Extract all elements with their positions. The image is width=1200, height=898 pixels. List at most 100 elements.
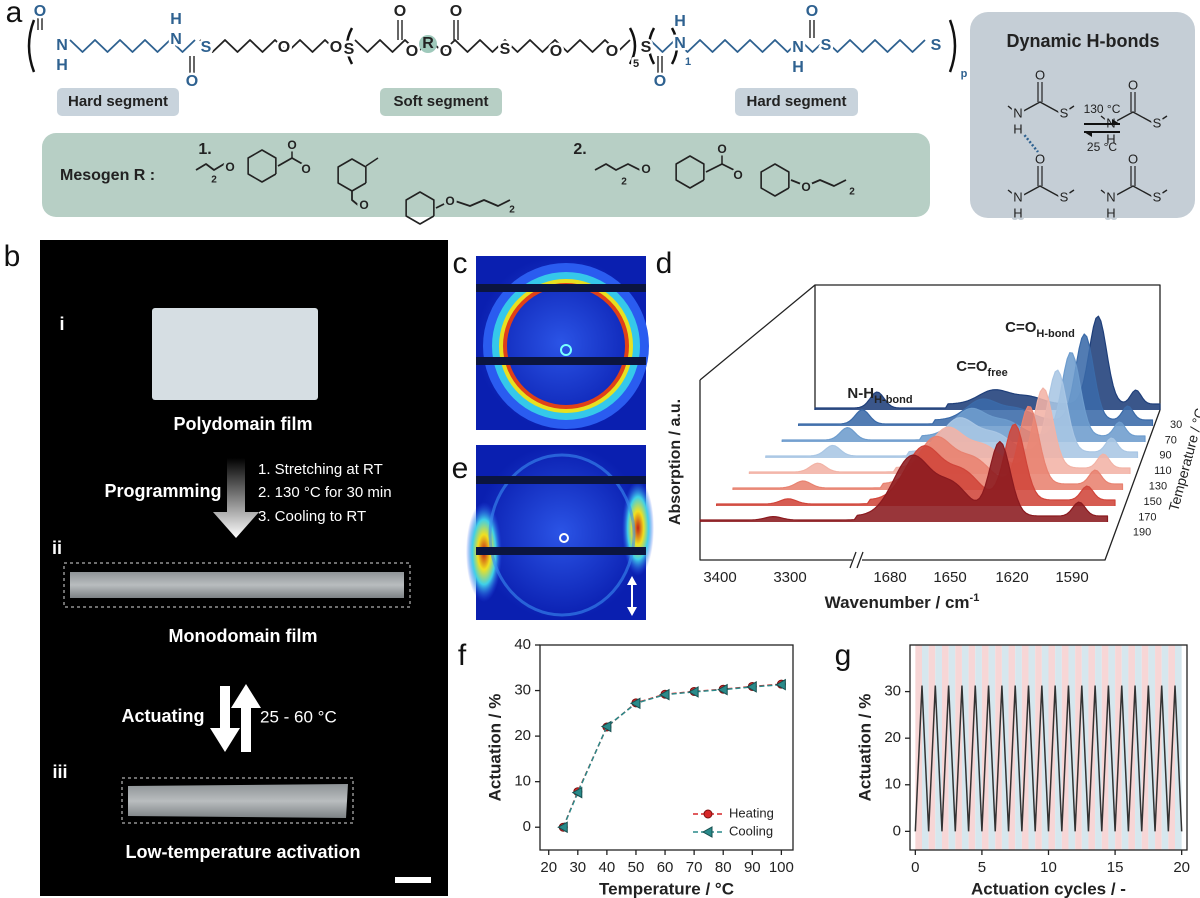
atom-label: S [344,41,355,58]
beam-stop [476,284,646,292]
z-tick-label: 190 [1133,527,1151,539]
hbond-atom: N [1013,189,1022,204]
axis-break [856,551,864,569]
legend-label: Cooling [729,823,773,838]
z-tick-label: 170 [1138,511,1156,523]
photo-label: Actuating [122,706,205,726]
beam-stop [476,357,646,365]
segment-label: Hard segment [68,93,168,110]
xrd-arc [622,480,654,576]
peak-label: C=OH-bond [1005,319,1075,340]
hbond-atom: O [1035,67,1045,82]
mesogen-atom: 2 [849,187,855,198]
mesogen-marker [419,35,437,53]
bracket [670,27,679,65]
arrow-label: 25 °C [1087,140,1117,154]
arrow-head [1112,119,1120,124]
arrow-label: 130 °C [1084,102,1121,116]
beam-stop [476,476,646,484]
atom-label: S [500,41,511,58]
segment-box [57,88,179,116]
photo-label: Low-temperature activation [125,842,360,862]
x-tick-label: 20 [1173,859,1190,876]
bracket [345,27,354,65]
atom-label: S [931,37,942,54]
atom-label: O [394,3,406,20]
z-tick-label: 150 [1144,496,1162,508]
backbone [199,39,339,53]
hbond-atom: O [1128,77,1138,92]
arrow-up [231,684,261,752]
marker [571,786,583,799]
hbond-title: Dynamic H-bonds [1006,31,1159,51]
mesogen-item: 1. [198,141,211,158]
y-axis-label: Absorption / a.u. [667,399,684,525]
atom-label: 5 [633,58,639,70]
atom-label: H [170,11,182,28]
mesogen-atom: O [641,162,650,176]
z-tick-label: 130 [1149,481,1167,493]
x-tick-label: 3400 [703,569,736,586]
hbond-atom: S [1153,115,1162,130]
mesogen-atom: 2 [621,177,627,188]
photo-label: 25 - 60 °C [260,707,337,726]
beam-stop [476,547,646,555]
text-sub: H-bond [874,394,912,406]
axis-wall [814,284,1161,410]
atom-label: R [422,35,434,52]
backbone [649,39,926,53]
marker [659,688,670,701]
ring [247,149,277,183]
hbond-atom: S [1060,105,1069,120]
mesogen-item: 2. [573,141,586,158]
axis-wall [699,284,816,381]
panel-label: d [656,247,673,280]
photo-label: iii [52,762,67,782]
mesogen-atom: O [359,198,368,212]
panel-label: f [458,639,467,672]
backbone [69,39,196,53]
bond [1100,189,1112,199]
x-tick-label: 40 [599,859,616,876]
hbond-atom: H [1013,205,1022,220]
film [152,308,318,400]
bond [790,179,847,187]
x-tick-label: 3300 [773,569,806,586]
text-main: Wavenumber / cm [825,593,970,612]
film-outline [63,562,411,608]
x-axis-label: Wavenumber / cm-1 [825,592,980,613]
hbond-atom: N [1106,115,1115,130]
z-tick-label: 30 [1170,419,1182,431]
x-tick-label: 10 [1040,859,1057,876]
mesogen-box [42,133,930,217]
x-tick-label: 60 [657,859,674,876]
mesogen-atom: O [445,194,454,208]
bracket [647,27,656,65]
mesogen-atom: O [801,180,810,194]
x-tick-label: 50 [628,859,645,876]
z-tick-label: 90 [1159,450,1171,462]
peak-label: C=Ofree [956,358,1007,379]
xrd-ring [488,453,636,617]
bond [435,199,511,209]
atom-label: H [792,59,804,76]
arrow-head [627,576,637,616]
atom-label: S [201,39,212,56]
spectrum [797,333,1154,426]
atom-label: S [641,39,652,56]
panel-label: b [4,240,21,273]
segment-label: Soft segment [393,93,488,110]
y-tick-label: 20 [514,727,531,744]
photo-label: 1. Stretching at RT [258,461,383,478]
film-outline [121,777,354,824]
x-tick-label: 70 [686,859,703,876]
marker [717,683,728,696]
hbond-atom: O [1035,151,1045,166]
text-sub: H-bond [1036,328,1074,340]
y-tick-label: 40 [514,636,531,653]
marker [688,686,699,698]
legend-marker [703,809,713,819]
atom-label: O [606,43,618,60]
xrd-image [476,445,646,620]
